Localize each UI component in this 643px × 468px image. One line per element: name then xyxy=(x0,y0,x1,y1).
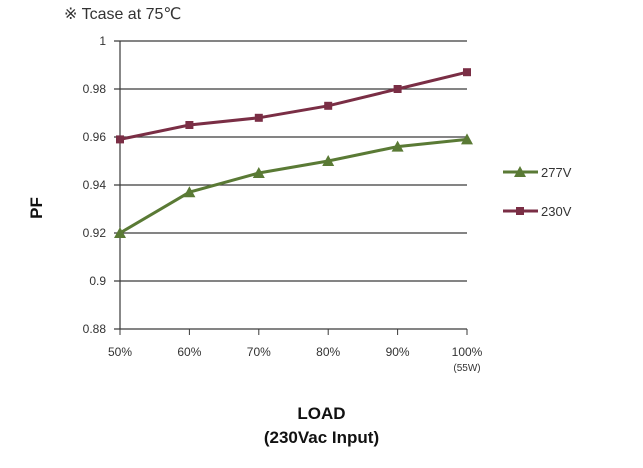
square-marker xyxy=(185,121,194,129)
series-line xyxy=(119,137,468,235)
y-tick-label: 0.94 xyxy=(83,178,107,192)
y-axis-label: PF xyxy=(27,197,46,219)
legend: 277V 230V xyxy=(503,165,572,219)
triangle-marker xyxy=(391,140,404,152)
legend-label: 230V xyxy=(541,204,572,219)
x-tick-labels: 50% 60% 70% 80% 90% 100% (55W) xyxy=(108,345,483,374)
y-tick-labels: 0.88 0.9 0.92 0.94 0.96 0.98 1 xyxy=(83,34,107,336)
triangle-marker xyxy=(461,133,473,145)
grid-lines xyxy=(114,40,468,335)
x-tick-label: 100% xyxy=(452,345,483,359)
triangle-marker xyxy=(183,186,196,198)
y-tick-label: 0.96 xyxy=(83,130,107,144)
y-tick-label: 0.98 xyxy=(83,82,107,96)
square-marker xyxy=(324,101,333,110)
series-230V xyxy=(116,68,471,144)
square-marker xyxy=(516,207,524,215)
triangle-marker xyxy=(114,227,126,238)
y-tick-label: 0.92 xyxy=(83,226,107,240)
x-tick-sublabel: (55W) xyxy=(453,363,480,374)
triangle-marker xyxy=(514,166,526,177)
square-marker xyxy=(116,135,124,144)
series-layer xyxy=(114,68,473,238)
y-tick-label: 1 xyxy=(99,34,106,48)
triangle-marker xyxy=(322,155,335,166)
legend-item-230V: 230V xyxy=(503,204,572,219)
square-marker xyxy=(393,85,402,93)
x-axis-label: LOAD xyxy=(297,404,346,423)
x-tick-label: 60% xyxy=(177,345,201,359)
tcase-note: ※ Tcase at 75℃ xyxy=(64,6,182,23)
x-tick-label: 70% xyxy=(247,345,271,359)
series-277V xyxy=(114,133,473,238)
y-tick-label: 0.88 xyxy=(83,322,107,336)
x-tick-label: 90% xyxy=(386,345,410,359)
y-tick-label: 0.9 xyxy=(89,274,106,288)
x-axis-sublabel: (230Vac Input) xyxy=(263,428,380,447)
triangle-marker xyxy=(252,167,265,178)
series-line xyxy=(119,70,468,141)
legend-item-277V: 277V xyxy=(503,165,572,180)
square-marker xyxy=(463,68,471,77)
x-tick-label: 80% xyxy=(316,345,340,359)
x-tick-label: 50% xyxy=(108,345,132,359)
square-marker xyxy=(254,113,263,122)
legend-label: 277V xyxy=(541,165,572,180)
